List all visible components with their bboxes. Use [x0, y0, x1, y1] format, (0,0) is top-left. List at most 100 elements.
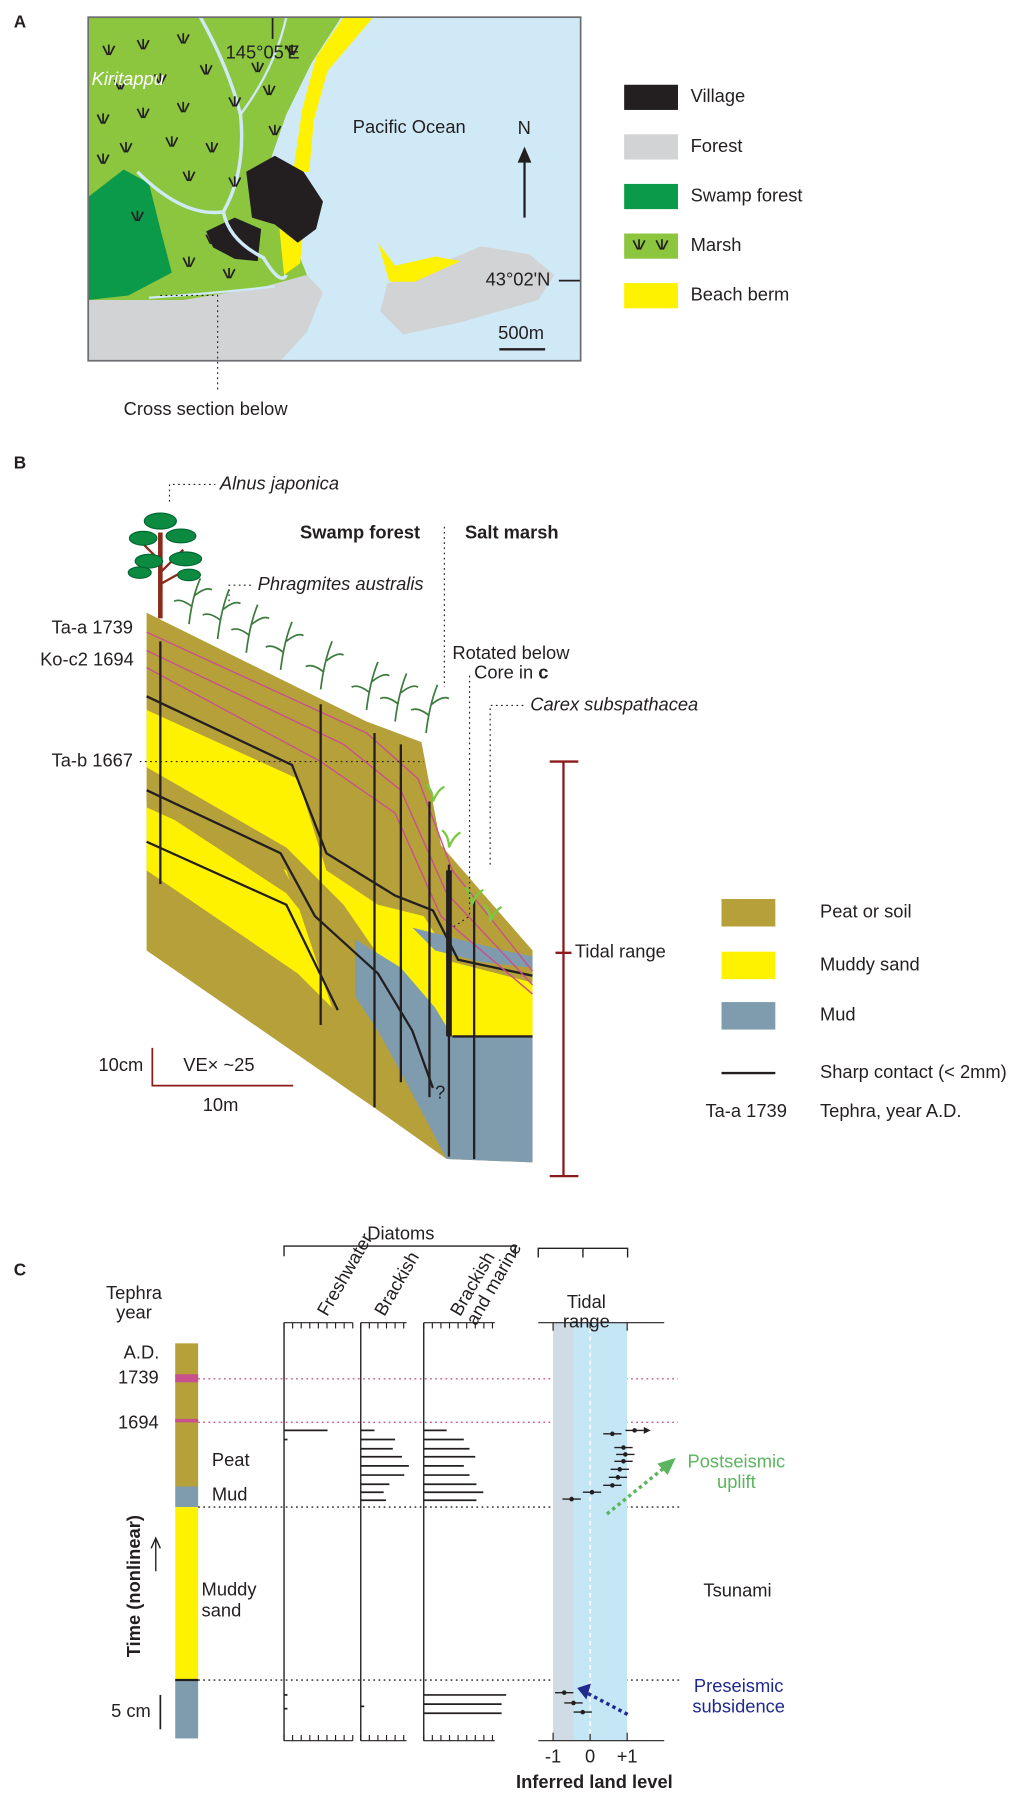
- year-label: 1739: [118, 1367, 159, 1388]
- village: [206, 217, 262, 262]
- uplift-arrow-head: [657, 1457, 676, 1476]
- land-level-point: [632, 1428, 637, 1433]
- map-frame: [87, 16, 582, 362]
- land-level-point: [610, 1431, 615, 1437]
- marsh-symbol: [268, 124, 282, 136]
- beach-berm: [377, 242, 461, 282]
- marsh-symbol: [113, 79, 127, 90]
- longitude-label: 145°05'E: [226, 42, 300, 63]
- legend-swatch: [624, 134, 678, 160]
- legend-label: Sharp contact (< 2mm): [820, 1061, 1007, 1082]
- annotation: Preseismic subsidence: [692, 1675, 785, 1717]
- leader: [168, 483, 216, 502]
- land-level-point: [617, 1467, 623, 1472]
- marsh-symbol: [176, 101, 190, 113]
- land-level-point: [580, 1709, 586, 1715]
- scale-label: 500m: [498, 322, 544, 343]
- panel-label: A: [14, 11, 26, 31]
- land-level-point: [610, 1483, 615, 1488]
- marsh-symbol: [182, 256, 196, 268]
- marsh-symbol: [222, 267, 236, 279]
- land-level-plot: -1 0 +1: [538, 1322, 676, 1767]
- legend-swatch: [721, 899, 776, 927]
- x-tick-label: 0: [585, 1746, 595, 1767]
- subsidence-arrow-head: [577, 1683, 591, 1700]
- panel-label: B: [14, 452, 26, 472]
- x-tick-label: +1: [617, 1746, 638, 1767]
- question-mark: ?: [435, 1082, 445, 1103]
- uplift-arrow: [605, 1464, 668, 1516]
- forest: [88, 274, 323, 361]
- unit-label: Mud: [212, 1484, 248, 1505]
- legend-label: Swamp forest: [691, 184, 803, 205]
- marsh-symbol: [153, 73, 167, 84]
- marsh-symbol: [176, 33, 190, 44]
- land-level-point: [589, 1489, 595, 1495]
- north-arrow-head: [517, 146, 532, 163]
- diatom-plots: [283, 1322, 507, 1742]
- core-label: Core in c: [474, 661, 548, 682]
- column-label: Brackishand marine: [445, 1229, 525, 1328]
- marsh-symbol: [119, 142, 133, 153]
- scale-label: 10cm: [99, 1054, 144, 1075]
- land-level-point: [621, 1445, 626, 1450]
- legend: Peat or soil Muddy sand Mud Sharp contact (…: [721, 899, 1007, 1082]
- plant-label: Phragmites australis: [258, 573, 424, 594]
- marsh-symbol: [262, 84, 276, 96]
- legend-label: Peat or soil: [820, 901, 912, 922]
- legend: Village Forest Swamp forest Marsh Beach berm: [624, 84, 803, 309]
- scale-bar: [151, 1047, 294, 1087]
- land-level-point: [571, 1700, 576, 1706]
- legend-label: Village: [691, 85, 746, 106]
- ocean-label: Pacific Ocean: [353, 116, 466, 137]
- time-arrow: [150, 1536, 161, 1572]
- scale-label: VE× ~25: [183, 1054, 254, 1075]
- marsh-symbol: [228, 96, 242, 107]
- marsh-symbol: [205, 142, 219, 153]
- land-level-point: [623, 1452, 628, 1457]
- marsh-symbol: [102, 44, 116, 56]
- legend-label: Forest: [691, 135, 743, 156]
- arrow-head: [643, 1426, 651, 1434]
- marsh-symbol: [199, 64, 213, 75]
- land-level-point: [621, 1459, 626, 1464]
- place-label: Kiritappu: [92, 68, 164, 89]
- zone-label: Salt marsh: [465, 522, 559, 543]
- tephra-title: Tephra year: [106, 1282, 163, 1322]
- tidal-range-bracket: [537, 1247, 629, 1258]
- river: [148, 16, 288, 299]
- legend-swatch: [624, 283, 678, 309]
- marsh-symbol: [165, 136, 179, 147]
- x-axis-label: Inferred land level: [516, 1771, 673, 1792]
- tidal-range-bar: [549, 760, 579, 1178]
- legend-label: Muddy sand: [820, 953, 920, 974]
- leader: [489, 704, 525, 865]
- time-axis-label: Time (nonlinear): [123, 1515, 144, 1657]
- map: [88, 16, 581, 361]
- scale-label: 10m: [203, 1094, 239, 1115]
- diatoms-bracket: [283, 1245, 517, 1257]
- land-level-point: [561, 1690, 567, 1695]
- legend-label: Beach berm: [691, 284, 790, 305]
- legend-label: Mud: [820, 1004, 856, 1025]
- marsh-symbol: [136, 107, 150, 119]
- marsh-symbol: [182, 170, 196, 182]
- unit-label: Muddy sand: [202, 1579, 258, 1621]
- legend-sample: Ta-a 1739: [705, 1100, 786, 1121]
- core-label: Rotated below: [452, 642, 570, 663]
- forest: [380, 246, 555, 335]
- plant-label: Carex subspathacea: [530, 693, 698, 714]
- legend-swatch: [721, 1002, 776, 1030]
- leader: [228, 584, 252, 602]
- annotation: Postseismic uplift: [688, 1450, 786, 1492]
- annotation: Tsunami: [703, 1580, 771, 1601]
- unit-label: Peat: [212, 1449, 250, 1470]
- tidal-range-label: Tidal range: [575, 941, 666, 962]
- north-label: N: [518, 117, 531, 138]
- subsidence-arrow: [585, 1691, 629, 1716]
- land-level-point: [615, 1475, 621, 1480]
- legend-swatch: [624, 233, 678, 259]
- tephra-label: Ta-b 1667: [52, 749, 133, 770]
